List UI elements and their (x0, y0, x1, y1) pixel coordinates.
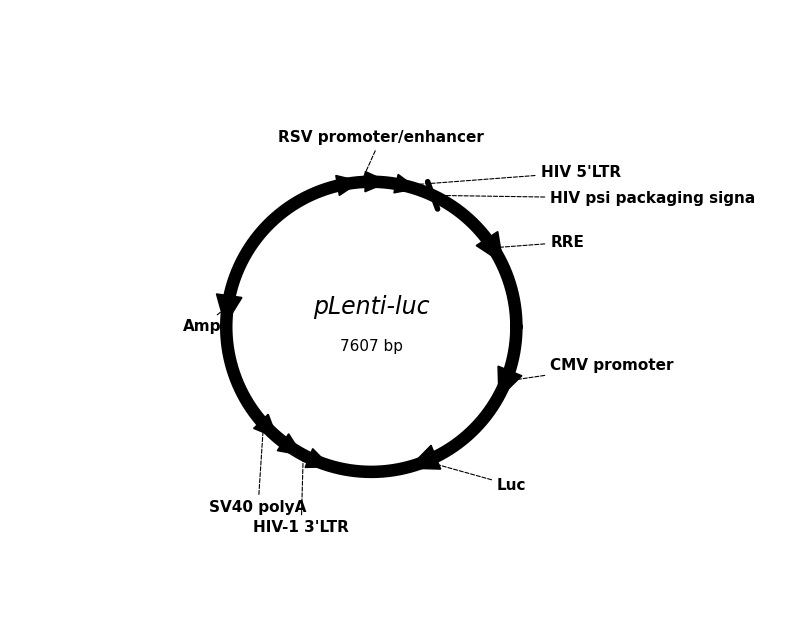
Polygon shape (409, 445, 441, 469)
Text: 7607 bp: 7607 bp (340, 338, 403, 354)
Polygon shape (278, 434, 302, 455)
Polygon shape (394, 175, 417, 193)
Polygon shape (336, 175, 361, 195)
Text: HIV 5'LTR: HIV 5'LTR (406, 165, 621, 185)
Text: Luc: Luc (428, 462, 526, 493)
Polygon shape (476, 232, 503, 263)
Text: HIV psi packaging signa: HIV psi packaging signa (435, 191, 755, 206)
Text: RSV promoter/enhancer: RSV promoter/enhancer (278, 131, 484, 180)
Polygon shape (254, 414, 277, 438)
Text: pLenti-luc: pLenti-luc (313, 295, 430, 320)
Text: RRE: RRE (496, 235, 584, 250)
Polygon shape (365, 171, 388, 192)
Text: Amp: Amp (182, 308, 226, 334)
Text: SV40 polyA: SV40 polyA (210, 426, 306, 515)
Text: HIV-1 3'LTR: HIV-1 3'LTR (254, 458, 349, 535)
Polygon shape (498, 366, 522, 398)
Polygon shape (217, 294, 242, 325)
Polygon shape (305, 448, 330, 467)
Text: CMV promoter: CMV promoter (509, 358, 674, 381)
